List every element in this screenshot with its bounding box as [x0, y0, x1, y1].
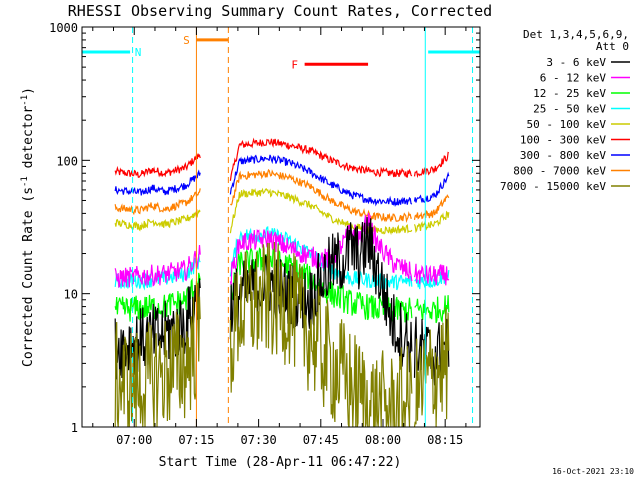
legend-header-attenuator: Att 0: [596, 40, 629, 53]
x-tick-label-3: 07:45: [303, 433, 339, 447]
x-tick-label-4: 08:00: [365, 433, 401, 447]
series-line-2: [114, 168, 450, 224]
legend-label-6: 300 - 800 keV: [520, 149, 606, 162]
x-axis-label: Start Time (28-Apr-11 06:47:22): [159, 455, 402, 470]
x-tick-label-2: 07:30: [241, 433, 277, 447]
x-tick-label-5: 08:15: [427, 433, 463, 447]
legend-label-1: 6 - 12 keV: [540, 72, 607, 85]
legend-label-4: 50 - 100 keV: [527, 118, 607, 131]
legend-label-8: 7000 - 15000 keV: [500, 180, 606, 193]
legend-label-5: 100 - 300 keV: [520, 134, 606, 147]
series-line-8: [114, 241, 450, 427]
legend: Det 1,3,4,5,6,9, Att 0 3 - 6 keV 6 - 12 k…: [500, 28, 630, 193]
flag-label-N: N: [135, 46, 142, 59]
series-line-3: [114, 187, 450, 236]
flag-label-F: F: [291, 58, 298, 71]
y-axis-label: Corrected Count Rate (s-1 detector-1): [20, 87, 36, 367]
y-tick-label-1: 10: [64, 288, 78, 302]
y-tick-label-0: 1: [71, 421, 78, 435]
series-line-5: [114, 212, 450, 289]
flag-label-S: S: [183, 34, 190, 47]
legend-label-2: 12 - 25 keV: [533, 87, 606, 100]
legend-label-7: 800 - 7000 keV: [513, 165, 606, 178]
y-tick-label-2: 100: [56, 154, 78, 168]
legend-label-0: 3 - 6 keV: [546, 56, 606, 69]
y-tick-label-3: 1000: [49, 21, 78, 35]
x-tick-label-1: 07:15: [178, 433, 214, 447]
plot-area: N S F 07:00 07:15 07:30 07:45 08:00 08:15 1 10 100…: [49, 21, 481, 447]
legend-header-detectors: Det 1,3,4,5,6,9,: [523, 28, 629, 41]
footer-timestamp: 16-Oct-2021 23:10: [552, 467, 634, 476]
chart-title: RHESSI Observing Summary Count Rates, Co…: [68, 2, 492, 20]
series-line-1: [114, 154, 450, 208]
legend-label-3: 25 - 50 keV: [533, 103, 606, 116]
x-tick-label-0: 07:00: [116, 433, 152, 447]
plot-frame: [81, 26, 481, 428]
series-line-0: [114, 137, 450, 181]
